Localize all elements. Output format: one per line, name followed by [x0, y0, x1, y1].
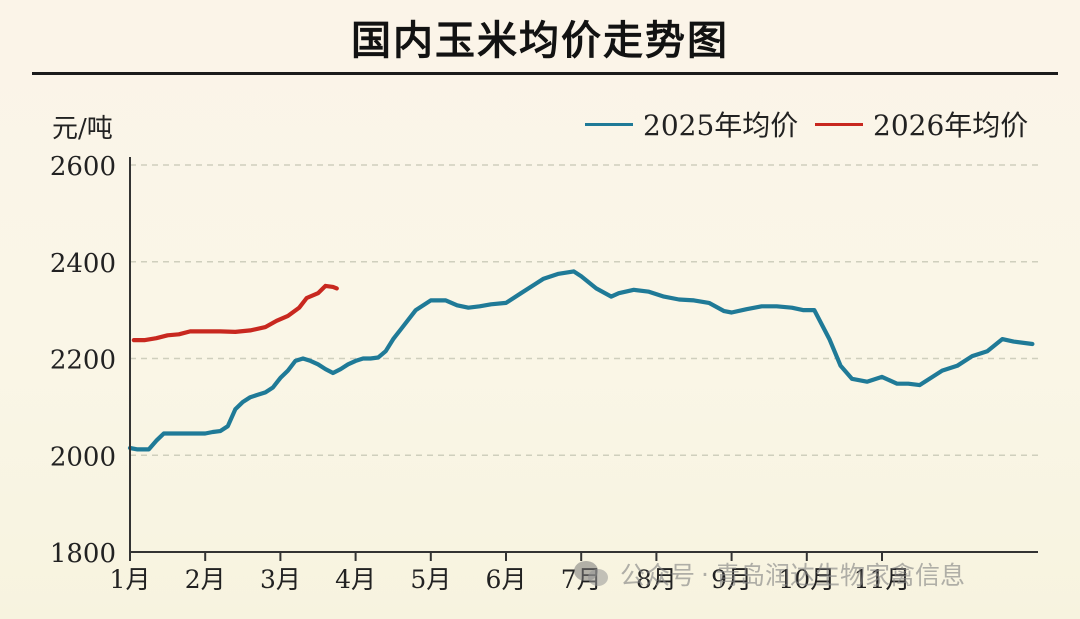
legend-swatch-2025: [585, 122, 633, 126]
series-line-2025: [127, 269, 1035, 452]
title-divider: [32, 72, 1058, 75]
legend-item-2025: 2025年均价: [585, 104, 798, 144]
x-tick-label: 3月: [260, 565, 301, 594]
legend-item-2026: 2026年均价: [815, 104, 1028, 144]
y-tick-label: 2600: [50, 152, 116, 182]
series-line-2026: [131, 283, 339, 343]
watermark-source: 公众号: [620, 561, 696, 590]
legend-label-2026: 2026年均价: [873, 109, 1029, 142]
watermark-account: 青岛润达生物家禽信息: [714, 561, 965, 590]
y-axis-unit-label: 元/吨: [52, 114, 113, 144]
series-layer: [127, 269, 1035, 452]
watermark-separator: ·: [701, 559, 709, 589]
x-tick-label: 10月: [778, 565, 835, 594]
grid-layer: [130, 164, 1038, 456]
axis-layer: 180020002200240026001月2月3月4月5月6月7月8月9月10…: [50, 152, 1038, 594]
chart-title: 国内玉米均价走势图: [351, 18, 729, 64]
y-tick-label: 2200: [50, 346, 116, 376]
x-tick-label: 11月: [854, 565, 911, 594]
x-tick-label: 5月: [410, 565, 451, 594]
watermark: 公众号 · 青岛润达生物家禽信息: [574, 556, 965, 592]
x-tick-label: 1月: [110, 565, 151, 594]
y-tick-label: 2400: [50, 249, 116, 279]
y-tick-label: 2000: [50, 442, 116, 472]
y-tick-label: 1800: [50, 539, 116, 569]
x-tick-label: 6月: [486, 565, 527, 594]
x-tick-label: 8月: [636, 565, 677, 594]
legend-label-2025: 2025年均价: [643, 109, 799, 142]
wechat-icon: [574, 559, 610, 589]
legend-swatch-2026: [815, 122, 863, 126]
x-tick-label: 4月: [335, 565, 376, 594]
x-tick-label: 2月: [185, 565, 226, 594]
x-tick-label: 9月: [711, 565, 752, 594]
